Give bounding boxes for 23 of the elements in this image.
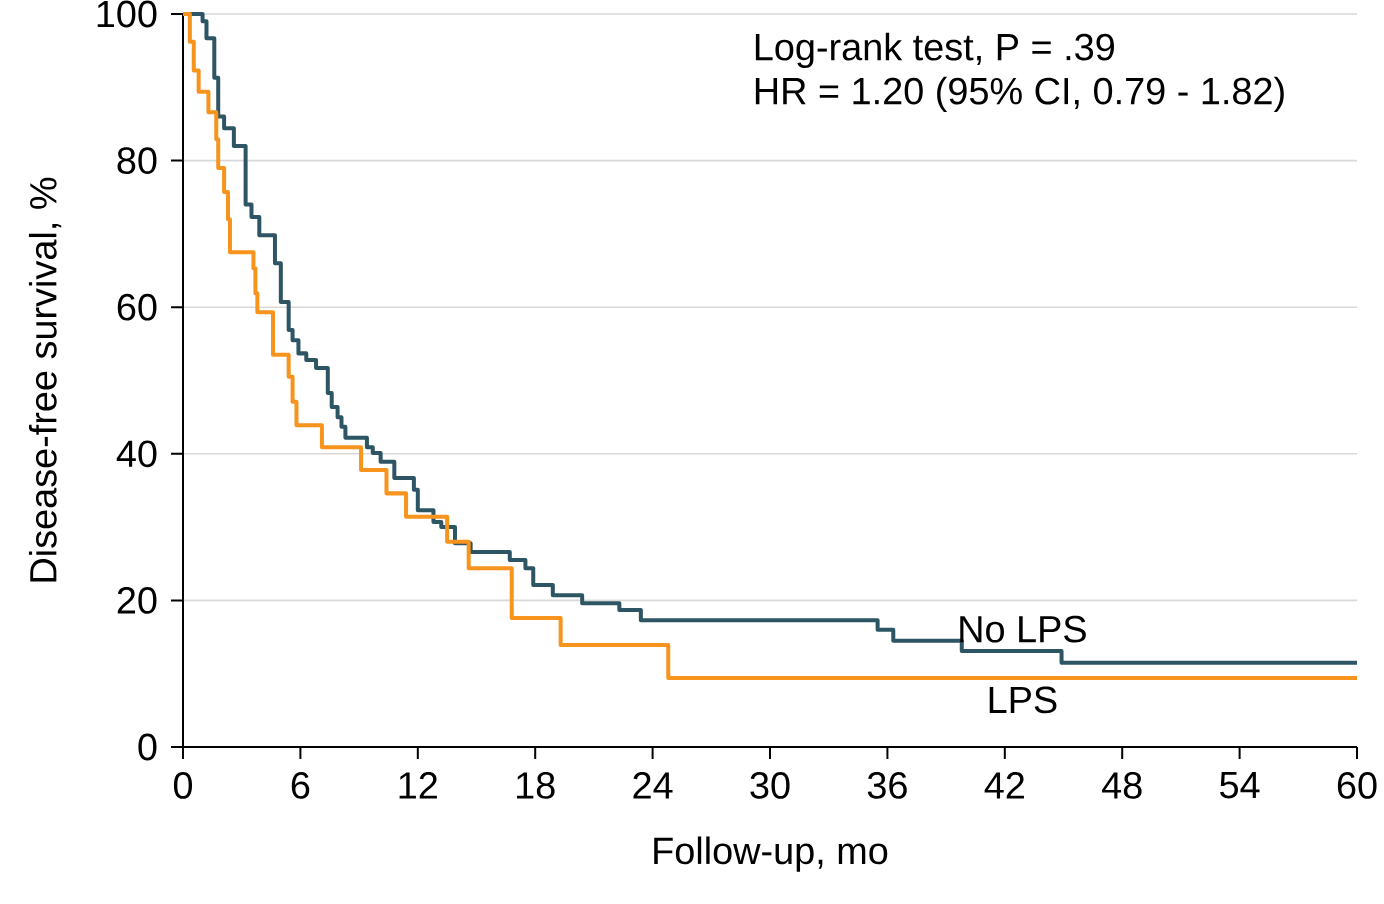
y-axis-title: Disease-free survival, % [28, 177, 62, 582]
y-tick-label: 40 [116, 440, 157, 468]
series-label: LPS [989, 686, 1057, 714]
x-tick-label: 24 [633, 772, 673, 799]
annotation: Log-rank test, P = .39 [755, 32, 1114, 68]
y-tick-label: 100 [97, 0, 157, 28]
x-axis-title: Follow-up, mo [654, 836, 888, 872]
x-tick-label: 0 [173, 772, 193, 799]
x-tick-label: 42 [984, 772, 1024, 799]
x-tick-label: 54 [1220, 772, 1260, 799]
y-tick-label: 0 [138, 733, 157, 761]
annotation: HR = 1.20 (95% CI, 0.79 - 1.82) [755, 76, 1284, 112]
x-tick-label: 12 [399, 772, 437, 799]
x-tick-label: 18 [517, 772, 555, 799]
x-tick-label: 30 [750, 772, 790, 799]
y-tick-label: 20 [117, 586, 157, 614]
y-tick-label: 60 [117, 293, 157, 321]
x-tick-label: 48 [1102, 772, 1142, 799]
x-tick-label: 6 [291, 772, 310, 799]
series-label: No LPS [960, 615, 1086, 643]
x-tick-label: 36 [867, 772, 907, 799]
x-tick-label: 60 [1337, 772, 1377, 799]
y-tick-label: 80 [117, 147, 157, 174]
